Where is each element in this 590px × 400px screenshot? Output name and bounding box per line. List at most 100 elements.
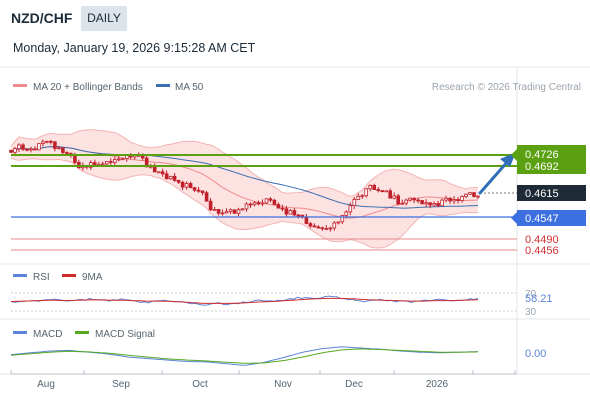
- candle: [380, 190, 384, 193]
- level-label-0.4726: 0.4726: [525, 149, 559, 161]
- candle: [412, 197, 416, 204]
- candle: [220, 209, 225, 216]
- candle: [41, 139, 45, 147]
- candle: [252, 201, 257, 207]
- macd-line: [10, 346, 479, 366]
- candle: [176, 179, 181, 184]
- support-label-pointer: [511, 212, 517, 224]
- ma50-line: [10, 146, 479, 209]
- candle: [117, 155, 121, 162]
- macd-legend-swatch: [13, 331, 27, 334]
- candle: [348, 202, 353, 216]
- candle: [9, 149, 13, 153]
- candle: [184, 181, 189, 190]
- target-arrow: [478, 152, 516, 195]
- resistance-label-pointer: [511, 149, 517, 161]
- candle: [436, 200, 440, 207]
- candle: [424, 199, 428, 208]
- candle: [204, 190, 209, 202]
- candle: [109, 158, 113, 165]
- candle: [29, 146, 33, 153]
- candle: [404, 198, 408, 206]
- candle: [428, 202, 432, 209]
- rsi-tick-30: 30: [525, 307, 537, 318]
- main-legend: MA 20 + Bollinger Bands MA 50 Research ©…: [13, 82, 581, 93]
- macd-signal-line: [10, 348, 479, 364]
- candle: [228, 208, 233, 215]
- candle: [33, 146, 37, 151]
- macd-legend-label: MACD: [33, 329, 62, 340]
- research-credit: Research © 2026 Trading Central: [432, 82, 581, 93]
- candle: [372, 183, 376, 190]
- candle: [21, 143, 25, 152]
- candle: [49, 140, 53, 145]
- candle: [468, 192, 472, 196]
- ma20-legend-label: MA 20 + Bollinger Bands: [33, 82, 143, 93]
- candle: [392, 192, 396, 200]
- candle: [272, 198, 277, 205]
- candle: [460, 195, 464, 203]
- rsi-last-value: 58.21: [525, 293, 553, 305]
- candle: [37, 143, 41, 151]
- ma50-legend-label: MA 50: [175, 82, 204, 93]
- rsi-ma-legend-swatch: [62, 274, 76, 277]
- x-axis: Aug Sep Oct Nov Dec 2026: [10, 370, 517, 390]
- candle: [400, 199, 404, 205]
- resistance-label-box: [517, 145, 586, 174]
- candle: [53, 140, 57, 152]
- candle: [168, 175, 173, 180]
- candle: [444, 195, 448, 203]
- rsi-ma-line: [10, 297, 479, 304]
- candle: [364, 188, 368, 198]
- bollinger-lower-line: [10, 157, 479, 249]
- candle: [240, 208, 245, 211]
- candle: [280, 204, 285, 212]
- rsi-legend-label: RSI: [33, 272, 50, 283]
- candle: [160, 168, 165, 177]
- candle: [476, 195, 480, 199]
- candle: [17, 143, 21, 153]
- candle: [472, 192, 476, 198]
- candle: [376, 186, 380, 193]
- candle: [248, 202, 253, 208]
- candle: [172, 173, 177, 182]
- level-label-0.4692: 0.4692: [525, 161, 559, 173]
- key-levels: [11, 154, 517, 251]
- support-label-box: [517, 210, 586, 226]
- level-label-0.4456: 0.4456: [525, 245, 559, 257]
- candle: [25, 148, 29, 152]
- candle: [324, 225, 329, 230]
- candle: [332, 220, 337, 231]
- candle: [464, 193, 468, 199]
- candle: [93, 159, 97, 166]
- price-labels: 0.4726 0.4692 0.4615 0.4547 0.4490 0.445…: [511, 145, 586, 257]
- last-price-box: [517, 185, 586, 201]
- candle: [416, 197, 420, 204]
- candle: [456, 196, 460, 204]
- candle: [196, 186, 201, 193]
- candle: [224, 208, 229, 214]
- macd-panel: MACD MACD Signal 0.00: [10, 329, 546, 366]
- x-tick-label: 2026: [426, 379, 449, 390]
- candle: [452, 196, 456, 204]
- x-tick-label: Oct: [192, 379, 208, 390]
- macd-signal-legend-label: MACD Signal: [95, 329, 155, 340]
- candle: [244, 202, 249, 212]
- ma20-legend-swatch: [13, 84, 27, 87]
- candle: [292, 208, 297, 216]
- candle: [276, 202, 281, 209]
- candle: [256, 200, 261, 206]
- candle: [356, 193, 361, 200]
- candle: [164, 170, 169, 180]
- candle: [396, 193, 400, 206]
- candle: [320, 226, 325, 231]
- x-tick-label: Dec: [345, 379, 363, 390]
- rsi-ma-legend-label: 9MA: [82, 272, 103, 283]
- ma50-legend-swatch: [156, 84, 170, 87]
- candle: [264, 198, 269, 205]
- timeframe-button[interactable]: DAILY: [81, 6, 127, 31]
- candle: [352, 196, 357, 209]
- x-tick-label: Aug: [37, 379, 55, 390]
